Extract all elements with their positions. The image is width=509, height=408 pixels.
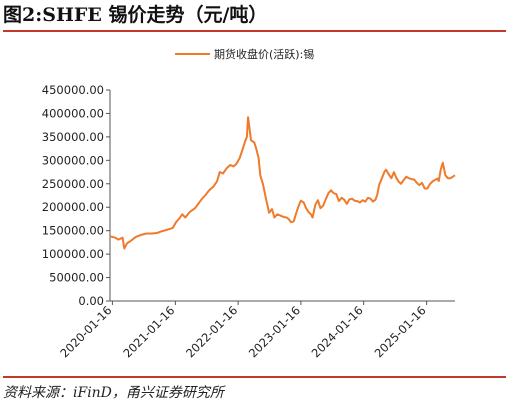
x-axis: 2020-01-16 2021-01-16 2022-01-16 2023-01-16… <box>57 300 455 360</box>
source-note: 资料来源：iFinD，甬兴证券研究所 <box>3 376 506 408</box>
legend: 期货收盘价(活跃):锡 <box>175 47 314 61</box>
y-tick-label: 50000.00 <box>49 271 104 285</box>
x-tick-label: 2020-01-16 <box>57 303 114 360</box>
series-line-tin-price <box>109 116 456 250</box>
x-tick-label: 2025-01-16 <box>372 303 429 360</box>
y-tick-label: 450000.00 <box>42 83 104 97</box>
x-tick-label: 2022-01-16 <box>183 303 240 360</box>
y-tick-label: 400000.00 <box>42 106 104 120</box>
x-tick-label: 2024-01-16 <box>309 303 366 360</box>
figure-title: 图2:SHFE 锡价走势（元/吨） <box>3 0 506 32</box>
y-axis: 0.00 50000.00 100000.00 150000.00 200000.00 2… <box>42 83 111 308</box>
y-tick-label: 100000.00 <box>42 247 104 261</box>
y-tick-label: 0.00 <box>78 294 104 308</box>
x-tick-label: 2021-01-16 <box>120 303 177 360</box>
y-tick-label: 200000.00 <box>42 200 104 214</box>
x-tick-label: 2023-01-16 <box>246 303 303 360</box>
y-tick-label: 300000.00 <box>42 153 104 167</box>
y-tick-label: 250000.00 <box>42 177 104 191</box>
plot-area <box>109 116 456 250</box>
y-tick-label: 150000.00 <box>42 224 104 238</box>
y-tick-label: 350000.00 <box>42 130 104 144</box>
line-chart: 期货收盘价(活跃):锡 0.00 50000.00 100000.00 150000.… <box>42 47 456 360</box>
legend-label: 期货收盘价(活跃):锡 <box>214 47 314 61</box>
